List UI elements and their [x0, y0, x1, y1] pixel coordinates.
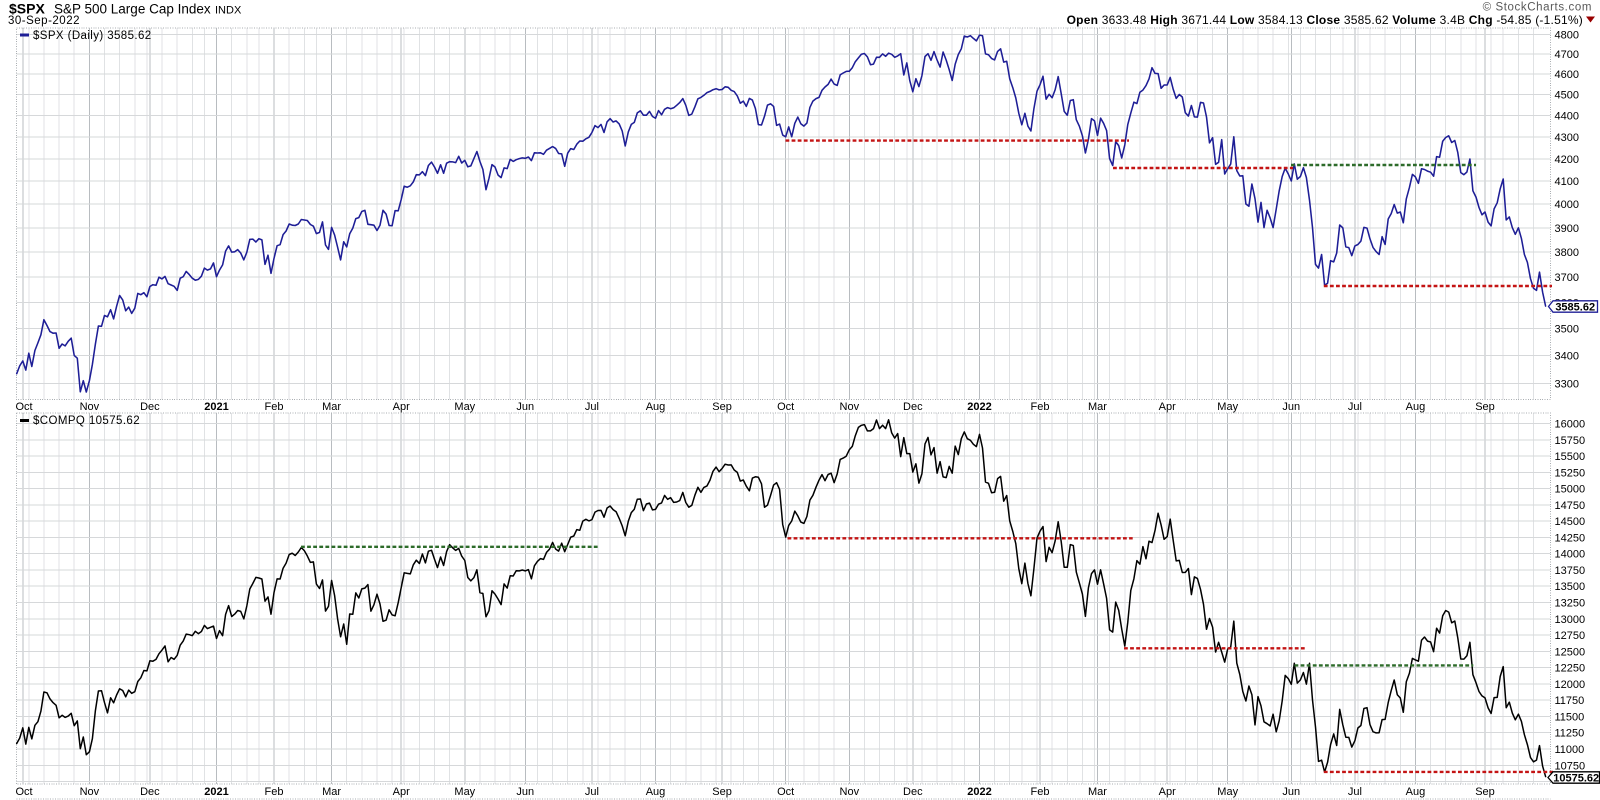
svg-text:14250: 14250 — [1555, 532, 1586, 544]
svg-text:14500: 14500 — [1555, 516, 1586, 528]
svg-text:15750: 15750 — [1555, 435, 1586, 447]
svg-text:30-Sep-2022: 30-Sep-2022 — [8, 15, 80, 27]
svg-text:3800: 3800 — [1555, 247, 1579, 259]
svg-text:Feb: Feb — [265, 401, 284, 413]
svg-text:12500: 12500 — [1555, 646, 1586, 658]
svg-text:Sep: Sep — [712, 786, 732, 798]
svg-text:Feb: Feb — [265, 786, 284, 798]
svg-text:Dec: Dec — [903, 401, 923, 413]
svg-text:May: May — [1217, 786, 1238, 798]
svg-text:Nov: Nov — [80, 786, 100, 798]
svg-text:Jun: Jun — [516, 401, 534, 413]
svg-text:Feb: Feb — [1031, 401, 1050, 413]
svg-text:Aug: Aug — [1406, 786, 1426, 798]
svg-text:Apr: Apr — [1159, 786, 1176, 798]
svg-text:Mar: Mar — [322, 786, 341, 798]
svg-text:Jun: Jun — [1282, 401, 1300, 413]
svg-text:2021: 2021 — [204, 786, 228, 798]
svg-text:Aug: Aug — [646, 786, 666, 798]
svg-text:4200: 4200 — [1555, 154, 1579, 166]
svg-text:Nov: Nov — [80, 401, 100, 413]
svg-text:Dec: Dec — [140, 401, 160, 413]
svg-text:15500: 15500 — [1555, 451, 1586, 463]
svg-text:4000: 4000 — [1555, 199, 1579, 211]
svg-text:11250: 11250 — [1555, 728, 1585, 740]
svg-text:3500: 3500 — [1555, 324, 1579, 336]
svg-text:Mar: Mar — [1088, 401, 1107, 413]
svg-text:4600: 4600 — [1555, 69, 1579, 81]
svg-text:Nov: Nov — [840, 786, 860, 798]
svg-text:4800: 4800 — [1555, 29, 1579, 41]
svg-text:Apr: Apr — [1159, 401, 1176, 413]
svg-text:Apr: Apr — [393, 786, 410, 798]
svg-text:2022: 2022 — [967, 786, 991, 798]
svg-text:Aug: Aug — [646, 401, 666, 413]
svg-text:Oct: Oct — [777, 401, 794, 413]
svg-text:3700: 3700 — [1555, 272, 1579, 284]
svg-text:$COMPQ 10575.62: $COMPQ 10575.62 — [33, 415, 140, 427]
svg-text:3585.62: 3585.62 — [1555, 302, 1595, 314]
svg-text:10575.62: 10575.62 — [1553, 773, 1599, 785]
svg-text:2022: 2022 — [967, 401, 991, 413]
svg-text:Jul: Jul — [585, 401, 599, 413]
svg-text:Oct: Oct — [777, 786, 794, 798]
svg-text:4400: 4400 — [1555, 110, 1579, 122]
svg-text:May: May — [454, 401, 475, 413]
svg-text:Open 3633.48 High 3671.44 Low: Open 3633.48 High 3671.44 Low 3584.13 Cl… — [1067, 13, 1583, 27]
svg-text:© StockCharts.com: © StockCharts.com — [1483, 2, 1592, 14]
svg-text:Dec: Dec — [903, 786, 923, 798]
svg-text:$SPX (Daily) 3585.62: $SPX (Daily) 3585.62 — [33, 30, 152, 42]
svg-text:13250: 13250 — [1555, 598, 1586, 610]
svg-text:Jul: Jul — [585, 786, 599, 798]
svg-text:15000: 15000 — [1555, 484, 1586, 496]
svg-text:Nov: Nov — [840, 401, 860, 413]
svg-text:14000: 14000 — [1555, 549, 1586, 561]
svg-text:Sep: Sep — [712, 401, 732, 413]
svg-text:3300: 3300 — [1555, 379, 1579, 391]
svg-text:Jul: Jul — [1348, 786, 1362, 798]
svg-text:Jul: Jul — [1348, 401, 1362, 413]
svg-text:Sep: Sep — [1475, 786, 1495, 798]
svg-text:12000: 12000 — [1555, 679, 1586, 691]
svg-text:13500: 13500 — [1555, 581, 1586, 593]
svg-text:Feb: Feb — [1031, 786, 1050, 798]
svg-text:4500: 4500 — [1555, 90, 1579, 102]
svg-text:INDX: INDX — [215, 5, 242, 17]
svg-text:$SPX: $SPX — [9, 1, 45, 17]
svg-text:4700: 4700 — [1555, 49, 1579, 61]
svg-text:3400: 3400 — [1555, 351, 1579, 363]
svg-text:2021: 2021 — [204, 401, 228, 413]
svg-text:3900: 3900 — [1555, 223, 1579, 235]
svg-text:16000: 16000 — [1555, 419, 1586, 431]
svg-text:Mar: Mar — [1088, 786, 1107, 798]
svg-text:4100: 4100 — [1555, 176, 1579, 188]
svg-text:13750: 13750 — [1555, 565, 1586, 577]
svg-text:12750: 12750 — [1555, 630, 1586, 642]
svg-text:Apr: Apr — [393, 401, 410, 413]
svg-text:15250: 15250 — [1555, 467, 1586, 479]
svg-text:12250: 12250 — [1555, 663, 1586, 675]
svg-text:Oct: Oct — [15, 401, 32, 413]
svg-text:14750: 14750 — [1555, 500, 1586, 512]
svg-text:11500: 11500 — [1555, 712, 1585, 724]
svg-text:Oct: Oct — [15, 786, 32, 798]
svg-text:May: May — [1217, 401, 1238, 413]
svg-text:Jun: Jun — [516, 786, 534, 798]
svg-text:Mar: Mar — [322, 401, 341, 413]
svg-text:May: May — [454, 786, 475, 798]
svg-text:11000: 11000 — [1555, 744, 1585, 756]
svg-text:10750: 10750 — [1555, 760, 1586, 772]
svg-text:S&P 500 Large Cap Index: S&P 500 Large Cap Index — [54, 2, 211, 17]
svg-text:Jun: Jun — [1282, 786, 1300, 798]
svg-text:Sep: Sep — [1475, 401, 1495, 413]
svg-text:13000: 13000 — [1555, 614, 1586, 626]
svg-text:Dec: Dec — [140, 786, 160, 798]
svg-text:11750: 11750 — [1555, 695, 1585, 707]
svg-text:Aug: Aug — [1406, 401, 1426, 413]
svg-text:4300: 4300 — [1555, 132, 1579, 144]
